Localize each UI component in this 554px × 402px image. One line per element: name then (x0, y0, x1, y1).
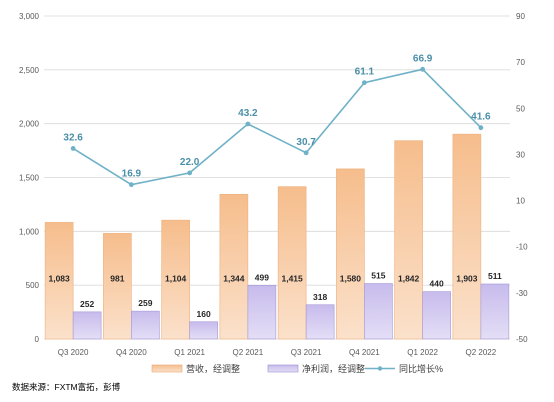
y-right-tick-label: 10 (516, 197, 525, 206)
growth-point (187, 170, 193, 176)
bar-profit (480, 283, 510, 340)
y-right-tick-label: 70 (516, 58, 525, 67)
data-label-growth: 30.7 (296, 137, 316, 148)
bar-profit (422, 291, 451, 340)
data-label-revenue: 981 (110, 274, 124, 284)
data-label-growth: 43.2 (238, 108, 258, 119)
x-tick-label: Q1 2021 (174, 348, 205, 357)
x-tick-label: Q2 2022 (466, 348, 497, 357)
growth-point (128, 182, 134, 188)
growth-point (361, 80, 367, 86)
data-label-profit: 160 (197, 309, 211, 319)
legend-label-profit: 净利润，经调整 (302, 363, 365, 374)
data-label-revenue: 1,580 (340, 274, 362, 284)
bar-profit (189, 321, 218, 340)
growth-point (303, 150, 309, 156)
y-left-tick-label: 0 (35, 335, 40, 344)
data-label-growth: 66.9 (413, 53, 433, 64)
y-left-tick-label: 3,000 (19, 12, 40, 21)
bar-revenue (277, 186, 307, 340)
bar-profit (131, 310, 160, 340)
data-label-growth: 16.9 (122, 169, 142, 180)
x-tick-label: Q3 2021 (291, 348, 322, 357)
left-axis-ticks: 0 500 1,000 1,500 2,000 2,500 3,000 (19, 12, 40, 344)
x-tick-label: Q4 2021 (349, 348, 380, 357)
y-left-tick-label: 1,000 (19, 227, 40, 236)
y-right-tick-label: 30 (516, 150, 525, 159)
growth-point (245, 121, 251, 127)
y-left-tick-label: 2,500 (19, 66, 40, 75)
data-label-profit: 259 (138, 298, 152, 308)
bar-profit (305, 304, 335, 340)
data-labels: 1,083 252 981 259 1,104 160 1,344 499 1,415 318 1,… (48, 53, 502, 318)
y-right-tick-label: 90 (516, 12, 525, 21)
data-label-revenue: 1,903 (456, 274, 478, 284)
bar-revenue (452, 133, 482, 340)
x-tick-label: Q3 2020 (58, 348, 89, 357)
growth-point (478, 125, 484, 131)
y-right-tick-label: -50 (516, 335, 528, 344)
growth-series-line (72, 68, 482, 186)
data-label-revenue: 1,104 (165, 274, 187, 284)
x-tick-label: Q1 2022 (407, 348, 438, 357)
data-label-growth: 61.1 (355, 67, 375, 78)
bar-profit (247, 284, 277, 340)
bar-revenue (336, 168, 365, 340)
bar-profit (364, 283, 393, 340)
x-tick-label: Q2 2021 (233, 348, 264, 357)
data-label-profit: 318 (313, 292, 327, 302)
data-label-growth: 32.6 (63, 132, 83, 143)
data-label-growth: 22.0 (180, 157, 200, 168)
data-label-growth: 41.6 (471, 112, 491, 123)
y-right-tick-label: 50 (516, 104, 525, 113)
legend-label-growth: 同比增长% (399, 363, 443, 374)
y-right-tick-label: -10 (516, 243, 528, 252)
data-label-revenue: 1,083 (48, 274, 70, 284)
data-label-profit: 499 (255, 272, 269, 282)
bars (44, 133, 510, 340)
bar-profit (72, 311, 102, 340)
legend-marker-growth (377, 366, 383, 371)
legend-swatch-profit (267, 364, 299, 373)
bar-revenue (103, 233, 132, 340)
y-right-tick-label: -30 (516, 289, 528, 298)
x-axis-ticks: Q3 2020 Q4 2020 Q1 2021 Q2 2021 Q3 2021 Q4 20… (58, 348, 497, 357)
growth-point (420, 66, 426, 72)
data-label-revenue: 1,842 (398, 274, 420, 284)
legend-label-revenue: 营收，经调整 (186, 363, 240, 374)
bar-revenue (394, 140, 423, 340)
legend-swatch-revenue (151, 364, 183, 373)
right-axis-ticks: -50 -30 -10 10 30 50 70 90 (516, 12, 528, 344)
data-label-revenue: 1,344 (223, 274, 245, 284)
data-label-profit: 440 (430, 279, 444, 289)
source-note: 数据来源：FXTM富拓，彭博 (12, 382, 121, 392)
bar-revenue (161, 219, 190, 340)
growth-point (70, 146, 76, 151)
y-left-tick-label: 1,500 (19, 174, 40, 183)
data-label-profit: 252 (80, 299, 94, 309)
data-label-revenue: 1,415 (281, 274, 303, 284)
growth-line (70, 66, 484, 188)
legend: 营收，经调整 净利润，经调整 同比增长% (151, 363, 443, 374)
bar-revenue (44, 222, 74, 340)
data-label-profit: 511 (488, 271, 502, 281)
bar-revenue (219, 193, 249, 340)
data-label-profit: 515 (371, 271, 385, 281)
x-tick-label: Q4 2020 (116, 348, 147, 357)
y-left-tick-label: 500 (26, 281, 40, 290)
y-left-tick-label: 2,000 (19, 120, 40, 129)
